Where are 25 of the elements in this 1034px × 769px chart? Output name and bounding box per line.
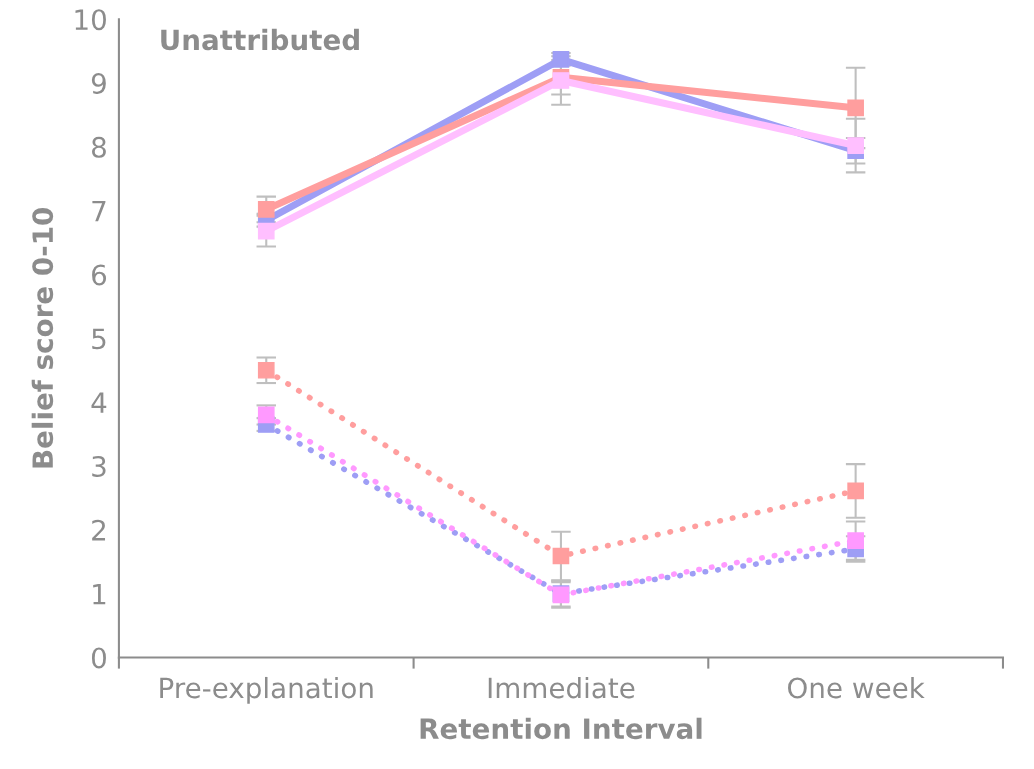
y-tick-label: 1 <box>93 583 106 605</box>
point <box>257 361 275 379</box>
y-tick-label: 8 <box>92 136 106 158</box>
point <box>552 547 570 565</box>
y-tick-label: 9 <box>91 72 106 94</box>
point <box>552 72 570 89</box>
y-tick-label: 6 <box>92 264 107 286</box>
point <box>847 137 864 154</box>
y-tick-label: 10 <box>75 9 106 31</box>
x-tick-label: Pre-explanation <box>160 676 373 704</box>
x-tick-label: Immediate <box>488 676 635 699</box>
y-tick-label: 2 <box>92 519 106 541</box>
chart-title: Unattributed <box>161 28 359 51</box>
point <box>847 99 864 117</box>
x-tick-label: One week <box>788 676 925 699</box>
y-tick-label: 5 <box>92 328 106 350</box>
point <box>847 532 864 550</box>
point <box>257 406 275 424</box>
y-axis-title: Belief score 0-10 <box>31 207 54 468</box>
y-tick-label: 7 <box>92 201 106 222</box>
x-axis-title: Retention Interval <box>420 717 702 740</box>
point <box>847 482 864 500</box>
y-tick-label: 3 <box>92 455 106 477</box>
y-tick-label: 4 <box>91 392 107 413</box>
y-tick-label: 0 <box>91 647 106 669</box>
